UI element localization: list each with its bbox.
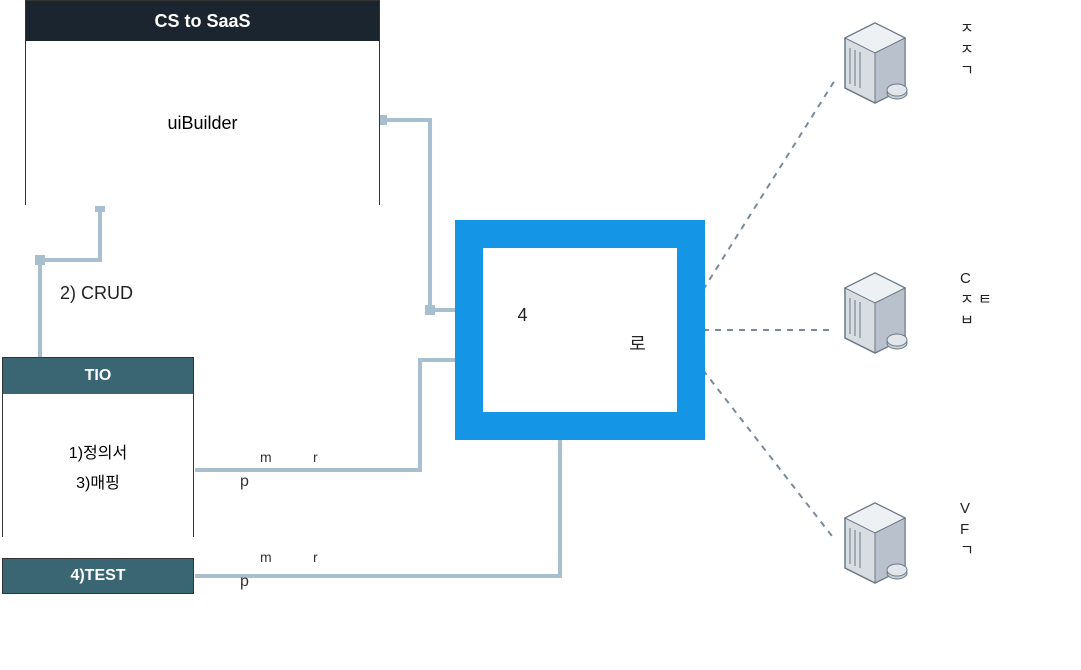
box-cs-saas: CS to SaaS uiBuilder	[25, 0, 380, 205]
server-3-line1: V	[960, 498, 974, 519]
server-1-line3: ㄱ	[960, 60, 974, 81]
label-m1-a: m	[260, 448, 272, 466]
connector-endpoint	[35, 255, 45, 265]
label-m2-c: p	[240, 572, 249, 593]
label-crud: 2) CRUD	[60, 283, 133, 304]
dash-to-server-1	[703, 80, 835, 290]
server-1-line1: ㅈ	[960, 18, 974, 39]
label-m2-b: r	[313, 548, 318, 566]
server-2-text: C ㅈ ㅌ ㅂ	[960, 268, 992, 331]
server-2-line3: ㅂ	[960, 310, 992, 331]
server-2-line1: C	[960, 268, 992, 289]
uibuilder-label: uiBuilder	[167, 113, 237, 134]
connector-test-center	[195, 440, 560, 576]
center-line2: 로	[629, 334, 646, 354]
connector-endpoint	[425, 305, 435, 315]
server-3-text: V F ㄱ	[960, 498, 974, 561]
box-cs-saas-header: CS to SaaS	[26, 1, 379, 41]
connector-uibuilder-center	[380, 120, 460, 310]
label-m2-a: m	[260, 548, 272, 566]
tio-line1: 1)정의서	[69, 439, 127, 463]
box-tio-header: TIO	[3, 358, 193, 394]
server-1	[835, 18, 915, 118]
server-1-text: ㅈ ㅈ ㄱ	[960, 18, 974, 81]
test-label: 4)TEST	[70, 567, 125, 584]
connector-tio-center	[195, 360, 460, 470]
server-3-line3: ㄱ	[960, 540, 974, 561]
server-icon	[835, 498, 915, 593]
dash-to-server-3	[703, 370, 835, 540]
label-m1-b: r	[313, 448, 318, 466]
box-center: 4 로	[455, 220, 705, 440]
server-icon	[835, 268, 915, 363]
box-test: 4)TEST	[2, 558, 194, 594]
server-3	[835, 498, 915, 598]
server-icon	[835, 18, 915, 113]
center-line1: 4	[517, 305, 527, 325]
server-3-line2: F	[960, 519, 974, 540]
box-tio: TIO 1)정의서 3)매핑	[2, 357, 194, 537]
box-tio-body: 1)정의서 3)매핑	[3, 394, 193, 538]
label-m1-c: p	[240, 472, 249, 493]
server-2	[835, 268, 915, 368]
server-2-line2: ㅈ ㅌ	[960, 289, 992, 310]
server-1-line2: ㅈ	[960, 39, 974, 60]
tio-line2: 3)매핑	[76, 469, 120, 493]
box-cs-saas-body: uiBuilder	[26, 41, 379, 206]
